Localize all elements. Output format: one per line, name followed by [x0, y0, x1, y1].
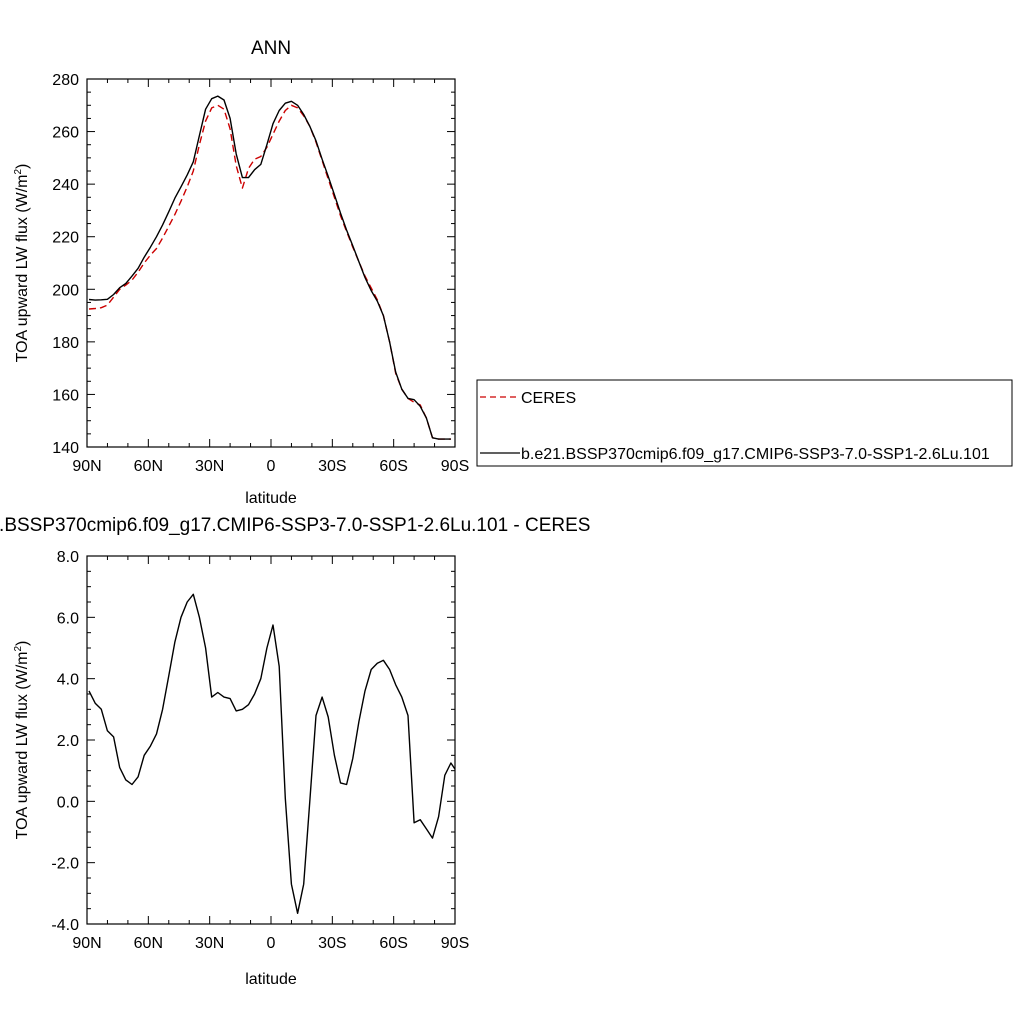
y-tick-label: 4.0	[57, 672, 79, 689]
x-tick-label: 30S	[318, 935, 346, 952]
y-tick-label: 2.0	[57, 733, 79, 750]
y-axis-label-sup: 2	[13, 169, 24, 175]
legend-label-model: b.e21.BSSP370cmip6.f09_g17.CMIP6-SSP3-7.…	[521, 446, 990, 463]
series-line-ceres	[88, 104, 451, 440]
y-tick-label: 8.0	[57, 549, 79, 566]
y-tick-label: 260	[52, 125, 79, 142]
x-tick-label: 0	[267, 458, 276, 475]
x-tick-label: 90N	[72, 458, 101, 475]
x-tick-label: 30N	[195, 935, 224, 952]
x-tick-label: 30N	[195, 458, 224, 475]
y-tick-label: -2.0	[51, 856, 79, 873]
axes-ticks: 90N 60N 30N 0 30S 60S 90S 140 160 180 200 220 240 260…	[52, 72, 469, 475]
y-axis-label-close: )	[14, 641, 31, 646]
x-tick-label: 60N	[134, 935, 163, 952]
x-tick-label: 60S	[379, 458, 407, 475]
y-tick-label: 180	[52, 335, 79, 352]
x-tick-label: 60N	[134, 458, 163, 475]
series-group	[88, 593, 456, 914]
y-tick-label: 220	[52, 230, 79, 247]
panel-difference: b.e21.BSSP370cmip6.f09_g17.CMIP6-SSP3-7.…	[0, 515, 590, 988]
y-tick-label: 140	[52, 440, 79, 457]
y-tick-label: 160	[52, 387, 79, 404]
plot-frame	[86, 555, 456, 925]
chart-title: b.e21.BSSP370cmip6.f09_g17.CMIP6-SSP3-7.…	[0, 515, 590, 536]
x-tick-label: 30S	[318, 458, 346, 475]
x-tick-label: 60S	[379, 935, 407, 952]
y-tick-label: 6.0	[57, 610, 79, 627]
y-axis-label-main: TOA upward LW flux (W/m	[14, 652, 31, 840]
series-line-model	[88, 95, 451, 440]
series-line-difference	[88, 593, 456, 914]
y-axis-label-close: )	[14, 164, 31, 169]
y-axis-label: TOA upward LW flux (W/m2)	[13, 641, 31, 840]
y-tick-label: 280	[52, 72, 79, 89]
legend-label-ceres: CERES	[521, 390, 576, 407]
y-tick-label: 240	[52, 177, 79, 194]
plot-frame	[86, 78, 456, 448]
legend-box	[476, 379, 1013, 467]
y-tick-label: -4.0	[51, 917, 79, 934]
axes-ticks: 90N 60N 30N 0 30S 60S 90S -4.0 -2.0 0.0 2.0 4.0 6.0 8…	[51, 549, 469, 952]
x-tick-label: 90S	[441, 458, 469, 475]
x-tick-label: 90N	[72, 935, 101, 952]
x-tick-label: 90S	[441, 935, 469, 952]
y-tick-label: 200	[52, 282, 79, 299]
x-axis-label: latitude	[245, 490, 297, 507]
y-axis-label: TOA upward LW flux (W/m2)	[13, 164, 31, 363]
legend: CERES b.e21.BSSP370cmip6.f09_g17.CMIP6-S…	[476, 379, 1013, 467]
chart-title: ANN	[251, 38, 291, 59]
x-tick-label: 0	[267, 935, 276, 952]
x-axis-label: latitude	[245, 971, 297, 988]
panel-climatology: ANN 90N 60N 30N 0 30S 60S 90S 140 160 180 200 220 24…	[13, 38, 1013, 507]
y-axis-label-main: TOA upward LW flux (W/m	[14, 175, 31, 363]
y-axis-label-sup: 2	[13, 646, 24, 652]
series-group	[88, 95, 451, 440]
y-tick-label: 0.0	[57, 794, 79, 811]
